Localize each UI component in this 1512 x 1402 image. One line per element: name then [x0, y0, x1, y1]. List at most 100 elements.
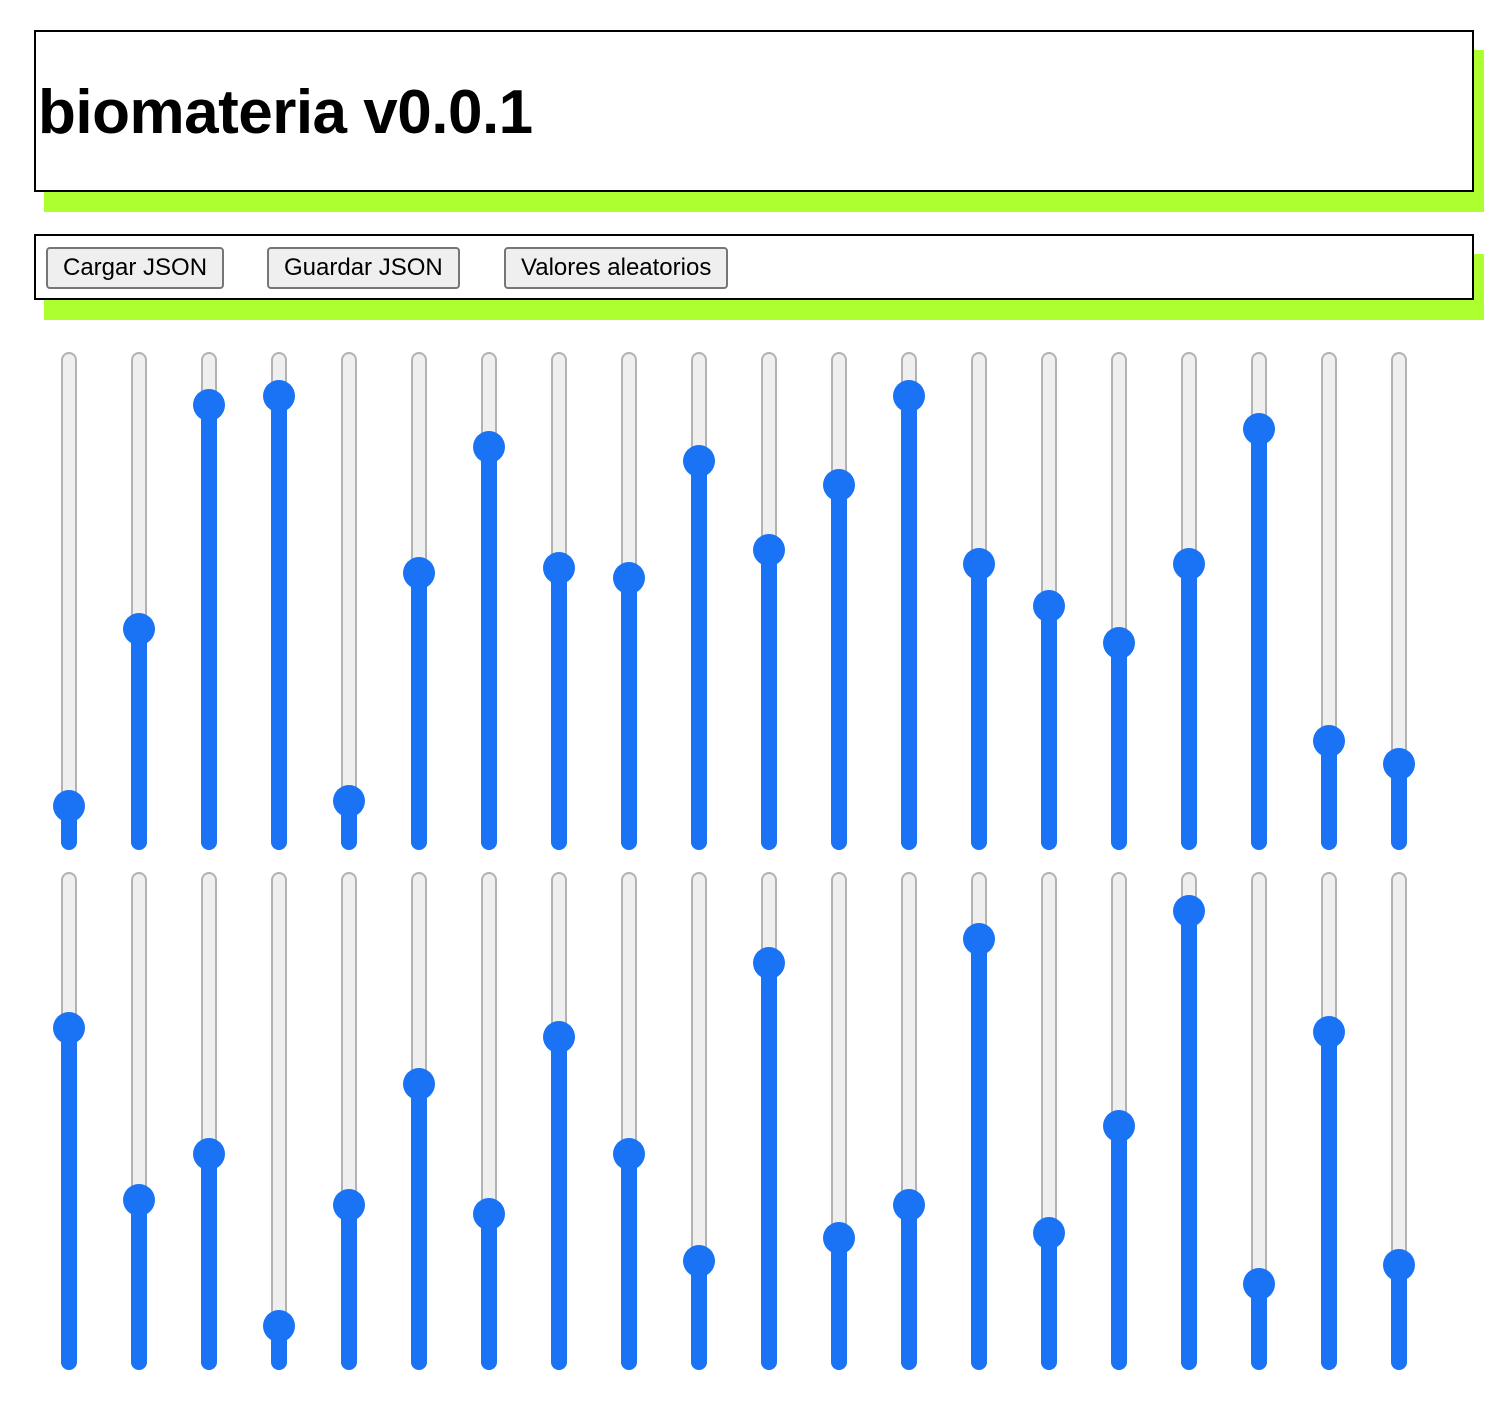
vertical-slider[interactable] — [1173, 352, 1205, 850]
slider-thumb[interactable] — [473, 1198, 505, 1231]
slider-thumb[interactable] — [1313, 1016, 1345, 1049]
vertical-slider[interactable] — [1313, 352, 1345, 850]
slider-fill — [1321, 1032, 1337, 1370]
vertical-slider[interactable] — [1243, 872, 1275, 1370]
vertical-slider[interactable] — [683, 352, 715, 850]
slider-fill — [901, 395, 917, 850]
slider-thumb[interactable] — [193, 1137, 225, 1170]
vertical-slider[interactable] — [613, 352, 645, 850]
vertical-slider[interactable] — [543, 352, 575, 850]
slider-track — [341, 352, 357, 850]
slider-fill — [971, 939, 987, 1370]
slider-thumb[interactable] — [53, 1011, 85, 1044]
vertical-slider[interactable] — [1313, 872, 1345, 1370]
slider-thumb[interactable] — [963, 547, 995, 580]
slider-thumb[interactable] — [333, 785, 365, 818]
slider-thumb[interactable] — [823, 1221, 855, 1254]
slider-thumb[interactable] — [1103, 626, 1135, 659]
vertical-slider[interactable] — [683, 872, 715, 1370]
slider-fill — [201, 405, 217, 850]
slider-thumb[interactable] — [613, 561, 645, 594]
vertical-slider[interactable] — [123, 872, 155, 1370]
slider-thumb[interactable] — [263, 1310, 295, 1343]
slider-thumb[interactable] — [193, 389, 225, 422]
vertical-slider[interactable] — [333, 872, 365, 1370]
vertical-slider[interactable] — [893, 872, 925, 1370]
vertical-slider[interactable] — [403, 872, 435, 1370]
slider-thumb[interactable] — [893, 379, 925, 412]
slider-thumb[interactable] — [823, 468, 855, 501]
vertical-slider[interactable] — [1103, 872, 1135, 1370]
slider-thumb[interactable] — [1383, 1249, 1415, 1282]
slider-thumb[interactable] — [1313, 724, 1345, 757]
slider-thumb[interactable] — [1383, 748, 1415, 781]
slider-thumb[interactable] — [123, 1184, 155, 1217]
vertical-slider[interactable] — [963, 352, 995, 850]
slider-thumb[interactable] — [1243, 412, 1275, 445]
slider-thumb[interactable] — [123, 612, 155, 645]
vertical-slider[interactable] — [753, 872, 785, 1370]
page-title: biomateria v0.0.1 — [38, 78, 533, 147]
vertical-slider[interactable] — [1033, 352, 1065, 850]
vertical-slider[interactable] — [963, 872, 995, 1370]
vertical-slider[interactable] — [333, 352, 365, 850]
slider-fill — [1041, 605, 1057, 850]
slider-thumb[interactable] — [543, 1021, 575, 1054]
slider-thumb[interactable] — [683, 1244, 715, 1277]
slider-thumb[interactable] — [1173, 895, 1205, 928]
vertical-slider[interactable] — [823, 872, 855, 1370]
vertical-slider[interactable] — [1103, 352, 1135, 850]
slider-thumb[interactable] — [1033, 1216, 1065, 1249]
slider-thumb[interactable] — [613, 1137, 645, 1170]
slider-thumb[interactable] — [963, 923, 995, 956]
vertical-slider[interactable] — [193, 872, 225, 1370]
slider-thumb[interactable] — [683, 445, 715, 478]
slider-fill — [691, 1260, 707, 1370]
vertical-slider[interactable] — [1173, 872, 1205, 1370]
vertical-slider[interactable] — [403, 352, 435, 850]
vertical-slider[interactable] — [1383, 352, 1415, 850]
slider-fill — [61, 1027, 77, 1370]
vertical-slider[interactable] — [1243, 352, 1275, 850]
vertical-slider[interactable] — [53, 352, 85, 850]
vertical-slider[interactable] — [193, 352, 225, 850]
slider-thumb[interactable] — [893, 1188, 925, 1221]
slider-thumb[interactable] — [543, 552, 575, 585]
slider-thumb[interactable] — [473, 431, 505, 464]
vertical-slider[interactable] — [263, 872, 295, 1370]
slider-thumb[interactable] — [403, 557, 435, 590]
slider-thumb[interactable] — [53, 790, 85, 823]
vertical-slider[interactable] — [473, 352, 505, 850]
vertical-slider[interactable] — [823, 352, 855, 850]
load-json-button[interactable]: Cargar JSON — [46, 247, 225, 289]
vertical-slider[interactable] — [473, 872, 505, 1370]
slider-fill — [761, 549, 777, 850]
vertical-slider[interactable] — [753, 352, 785, 850]
slider-thumb[interactable] — [753, 533, 785, 566]
vertical-slider[interactable] — [1383, 872, 1415, 1370]
slider-fill — [1041, 1232, 1057, 1370]
slider-thumb[interactable] — [403, 1067, 435, 1100]
slider-thumb[interactable] — [1103, 1109, 1135, 1142]
vertical-slider[interactable] — [263, 352, 295, 850]
slider-fill — [761, 962, 777, 1370]
vertical-slider[interactable] — [543, 872, 575, 1370]
vertical-slider[interactable] — [53, 872, 85, 1370]
slider-fill — [691, 461, 707, 850]
slider-thumb[interactable] — [1243, 1268, 1275, 1301]
slider-thumb[interactable] — [1033, 589, 1065, 622]
save-json-button[interactable]: Guardar JSON — [267, 247, 460, 289]
slider-thumb[interactable] — [263, 379, 295, 412]
slider-thumb[interactable] — [333, 1188, 365, 1221]
vertical-slider[interactable] — [123, 352, 155, 850]
slider-fill — [971, 563, 987, 850]
vertical-slider[interactable] — [613, 872, 645, 1370]
slider-thumb[interactable] — [753, 946, 785, 979]
slider-thumb[interactable] — [1173, 547, 1205, 580]
random-values-button[interactable]: Valores aleatorios — [504, 247, 729, 289]
vertical-slider[interactable] — [893, 352, 925, 850]
vertical-slider[interactable] — [1033, 872, 1065, 1370]
slider-fill — [1251, 428, 1267, 850]
